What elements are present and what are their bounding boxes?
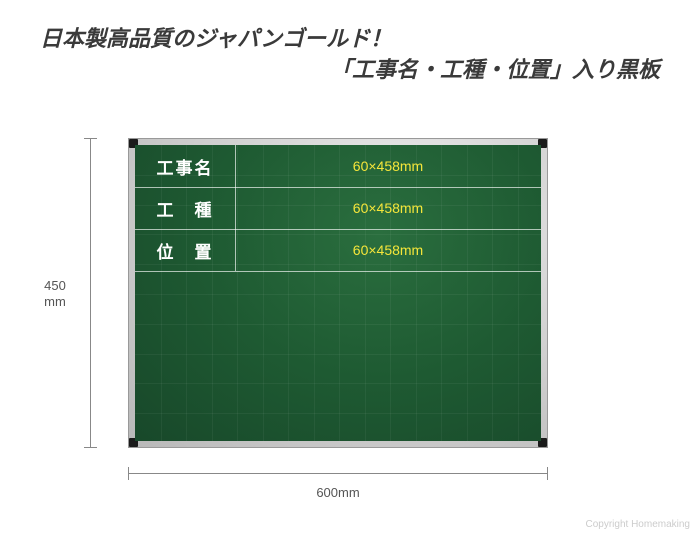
- grid-line: [135, 383, 541, 384]
- board-row: 工事名60×458mm: [135, 145, 541, 187]
- grid-line: [135, 324, 541, 325]
- product-diagram: 450 mm 工事名60×458mm工 種60×458mm位 置60×458mm…: [80, 128, 640, 488]
- grid-line: [135, 413, 541, 414]
- row-value: 60×458mm: [235, 200, 541, 216]
- blackboard-frame: 工事名60×458mm工 種60×458mm位 置60×458mm: [128, 138, 548, 448]
- row-label: 位 置: [135, 238, 235, 263]
- height-dimension: 450 mm: [80, 138, 100, 448]
- dim-tick: [84, 447, 97, 448]
- width-dimension: 600mm: [128, 463, 548, 483]
- row-label: 工 種: [135, 196, 235, 221]
- row-value: 60×458mm: [235, 242, 541, 258]
- board-row: 位 置60×458mm: [135, 229, 541, 271]
- heading: 日本製高品質のジャパンゴールド！ 「工事名・工種・位置」入り黒板: [40, 24, 660, 86]
- dim-line: [128, 473, 548, 474]
- grid-line: [135, 354, 541, 355]
- width-label: 600mm: [128, 485, 548, 500]
- dim-line: [90, 138, 91, 448]
- row-value: 60×458mm: [235, 158, 541, 174]
- height-label: 450 mm: [30, 278, 80, 309]
- height-value: 450: [44, 278, 66, 293]
- row-divider: [135, 271, 541, 272]
- dim-tick: [547, 467, 548, 480]
- copyright: Copyright Homemaking: [586, 519, 691, 530]
- height-unit: mm: [44, 294, 66, 309]
- blackboard-surface: 工事名60×458mm工 種60×458mm位 置60×458mm: [135, 145, 541, 441]
- board-row: 工 種60×458mm: [135, 187, 541, 229]
- grid-line: [135, 294, 541, 295]
- row-label: 工事名: [135, 154, 235, 179]
- heading-line-2: 「工事名・工種・位置」入り黒板: [40, 55, 660, 86]
- heading-line-1: 日本製高品質のジャパンゴールド！: [40, 24, 660, 55]
